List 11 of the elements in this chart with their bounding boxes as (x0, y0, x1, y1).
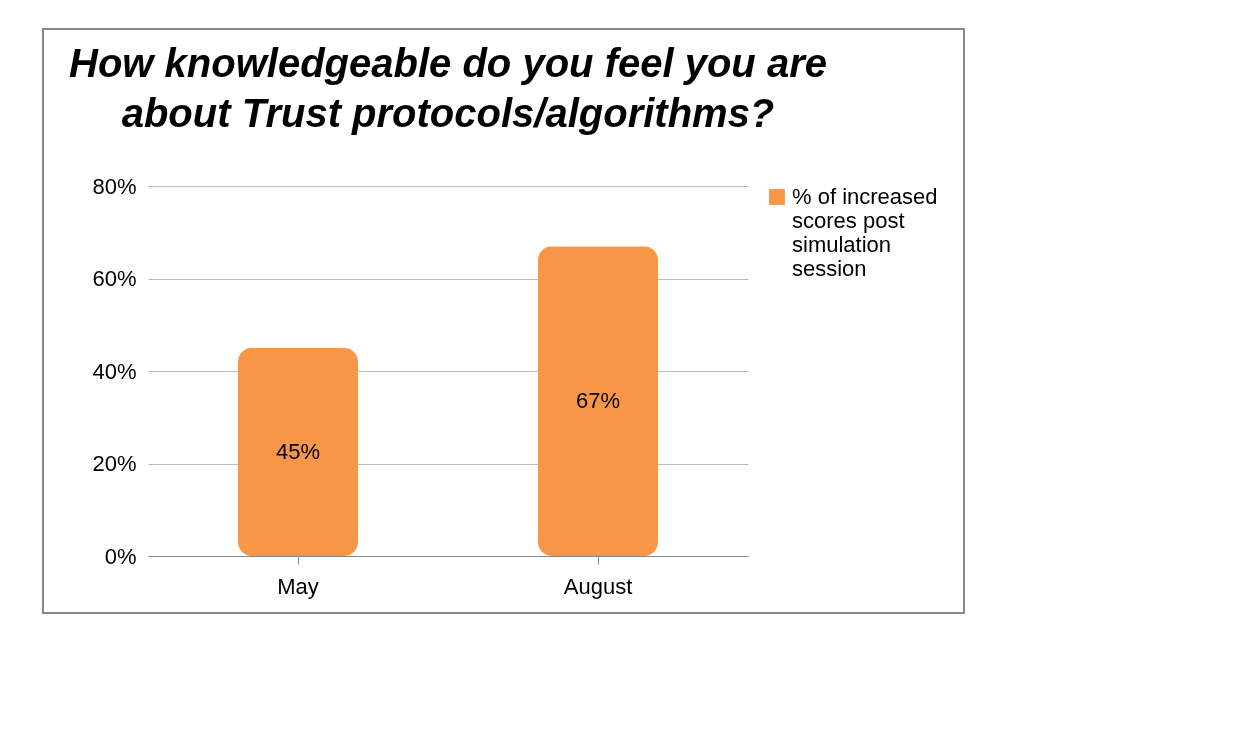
y-tick-label: 0% (104, 543, 137, 569)
y-tick-label: 40% (92, 358, 137, 384)
x-tick-label: August (563, 573, 633, 599)
y-tick-label: 20% (92, 451, 137, 476)
y-tick-label: 80% (92, 173, 137, 199)
x-tick-label: May (277, 573, 319, 599)
y-tick-label: 60% (92, 266, 137, 291)
legend-label: % of increased scores post simulation session (792, 184, 938, 281)
data-label: 45% (275, 438, 321, 464)
data-label: 67% (575, 388, 621, 414)
chart-title: How knowledgeable do you feel you are about Trust protocols/algorithms? (69, 41, 827, 135)
